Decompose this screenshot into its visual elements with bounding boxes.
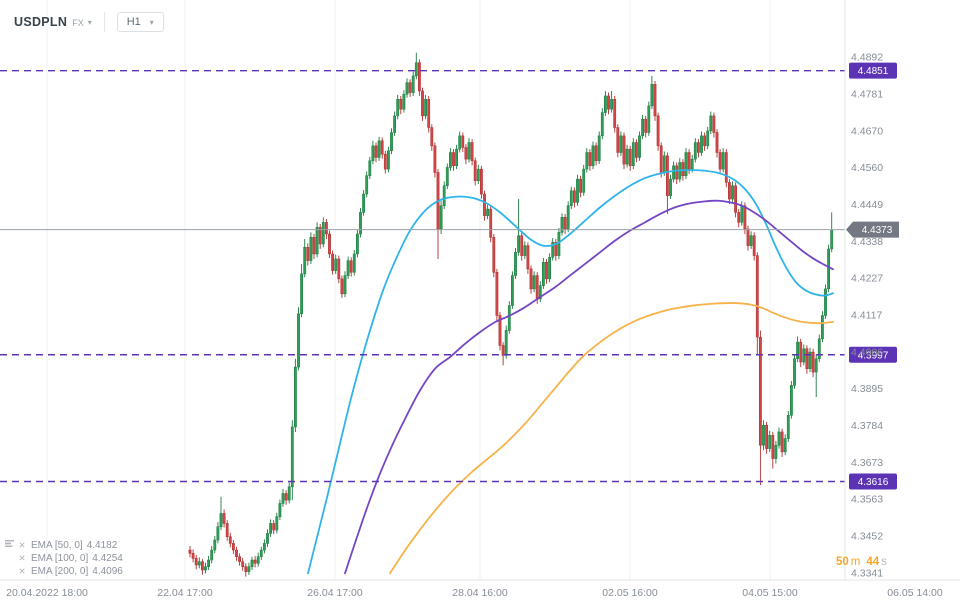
timeframe-selector[interactable]: H1 ▾ [116, 12, 164, 32]
price-tick-label: 4.3895 [851, 383, 883, 395]
level-price-badge-label: 4.3616 [858, 477, 889, 488]
countdown-minutes-unit: m [850, 556, 861, 568]
ema-100-line[interactable] [344, 199, 834, 575]
time-tick-label: 26.04 17:00 [307, 587, 363, 599]
price-tick-label: 4.3341 [851, 568, 883, 580]
time-tick-label: 06.05 14:00 [887, 587, 943, 599]
chevron-down-icon: ▾ [87, 17, 92, 27]
price-tick-label: 4.4227 [851, 273, 883, 285]
indicator-row: ✕ EMA [50, 0] 4.4182 [5, 539, 123, 552]
indicator-row: ✕ EMA [200, 0] 4.4096 [5, 540, 123, 578]
candle-countdown: 50 m 44 s [836, 556, 887, 568]
time-axis[interactable]: 20.04.2022 18:00 22.04 17:00 26.04 17:00 28… [6, 587, 943, 599]
market-type-label: FX [72, 17, 84, 28]
price-tick-label: 4.4117 [851, 309, 882, 321]
indicator-value: 4.4254 [92, 553, 123, 564]
level-price-badge [849, 62, 897, 79]
indicator-remove-icon[interactable]: ✕ [18, 553, 26, 563]
chevron-down-icon: ▾ [149, 17, 154, 27]
level-price-badge-label: 4.3997 [858, 350, 889, 361]
price-tick-label: 4.4892 [851, 52, 883, 64]
price-tick-label: 4.4670 [851, 125, 883, 137]
countdown-seconds: 44 [866, 556, 880, 568]
indicator-label: EMA [50, 0] [31, 540, 83, 551]
price-tick-label: 4.4560 [851, 162, 883, 174]
level-price-badge-label: 4.4851 [858, 66, 889, 77]
indicator-settings-icon[interactable] [5, 540, 15, 577]
time-tick-label: 28.04 16:00 [452, 587, 508, 599]
price-axis[interactable]: 4.4892 4.4781 4.4670 4.4560 4.4449 4.4338 4.42… [851, 52, 883, 580]
grid-lines [46, 0, 771, 580]
time-tick-label: 04.05 15:00 [742, 587, 798, 599]
level-price-badge [849, 346, 897, 363]
indicator-value: 4.4096 [92, 566, 123, 577]
price-tick-label: 4.4006 [851, 346, 883, 358]
indicator-label: EMA [200, 0] [31, 566, 89, 577]
time-tick-label: 22.04 17:00 [157, 587, 213, 599]
indicator-remove-icon[interactable]: ✕ [18, 540, 26, 550]
ema-50-line[interactable] [307, 169, 834, 575]
indicator-remove-icon[interactable]: ✕ [18, 566, 26, 576]
price-tick-label: 4.4449 [851, 199, 883, 211]
indicator-label: EMA [100, 0] [31, 553, 89, 564]
chart-header: USDPLN FX ▾ H1 ▾ [14, 10, 164, 34]
timeframe-label: H1 [126, 16, 141, 28]
countdown-seconds-unit: s [881, 556, 887, 568]
symbol-name: USDPLN [14, 15, 68, 29]
price-tick-label: 4.3452 [851, 531, 883, 543]
ema-200-line[interactable] [389, 302, 834, 575]
time-tick-label: 02.05 16:00 [602, 587, 658, 599]
price-tick-label: 4.3673 [851, 457, 883, 469]
current-price-badge-label: 4.4373 [862, 225, 893, 236]
header-divider [103, 12, 105, 32]
current-price-badge [846, 221, 899, 238]
price-tick-label: 4.4338 [851, 236, 883, 248]
level-price-badge [849, 473, 897, 490]
indicator-legend: ✕ EMA [50, 0] 4.4182 ✕ EMA [100, 0] 4.42… [5, 539, 123, 578]
indicator-value: 4.4182 [86, 540, 118, 551]
price-tick-label: 4.4781 [851, 88, 883, 100]
price-tick-label: 4.3784 [851, 420, 883, 432]
indicator-row: ✕ EMA [100, 0] 4.4254 [5, 540, 123, 565]
time-tick-label: 20.04.2022 18:00 [6, 587, 88, 599]
indicator-settings-icon[interactable] [5, 540, 15, 564]
symbol-selector[interactable]: USDPLN FX ▾ [14, 15, 92, 29]
countdown-minutes: 50 [836, 556, 849, 568]
price-tick-label: 4.3563 [851, 494, 883, 506]
